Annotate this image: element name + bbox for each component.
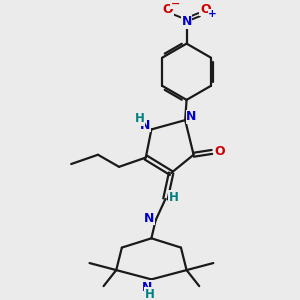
- Text: N: N: [140, 119, 150, 132]
- Text: N: N: [144, 212, 154, 224]
- Text: −: −: [171, 0, 180, 9]
- Text: O: O: [200, 2, 211, 16]
- Text: +: +: [208, 9, 217, 19]
- Text: H: H: [135, 112, 145, 125]
- Text: N: N: [186, 110, 197, 123]
- Text: H: H: [169, 191, 179, 204]
- Text: H: H: [145, 287, 155, 300]
- Text: N: N: [142, 281, 152, 294]
- Text: N: N: [182, 15, 192, 28]
- Text: O: O: [214, 145, 225, 158]
- Text: O: O: [162, 2, 173, 16]
